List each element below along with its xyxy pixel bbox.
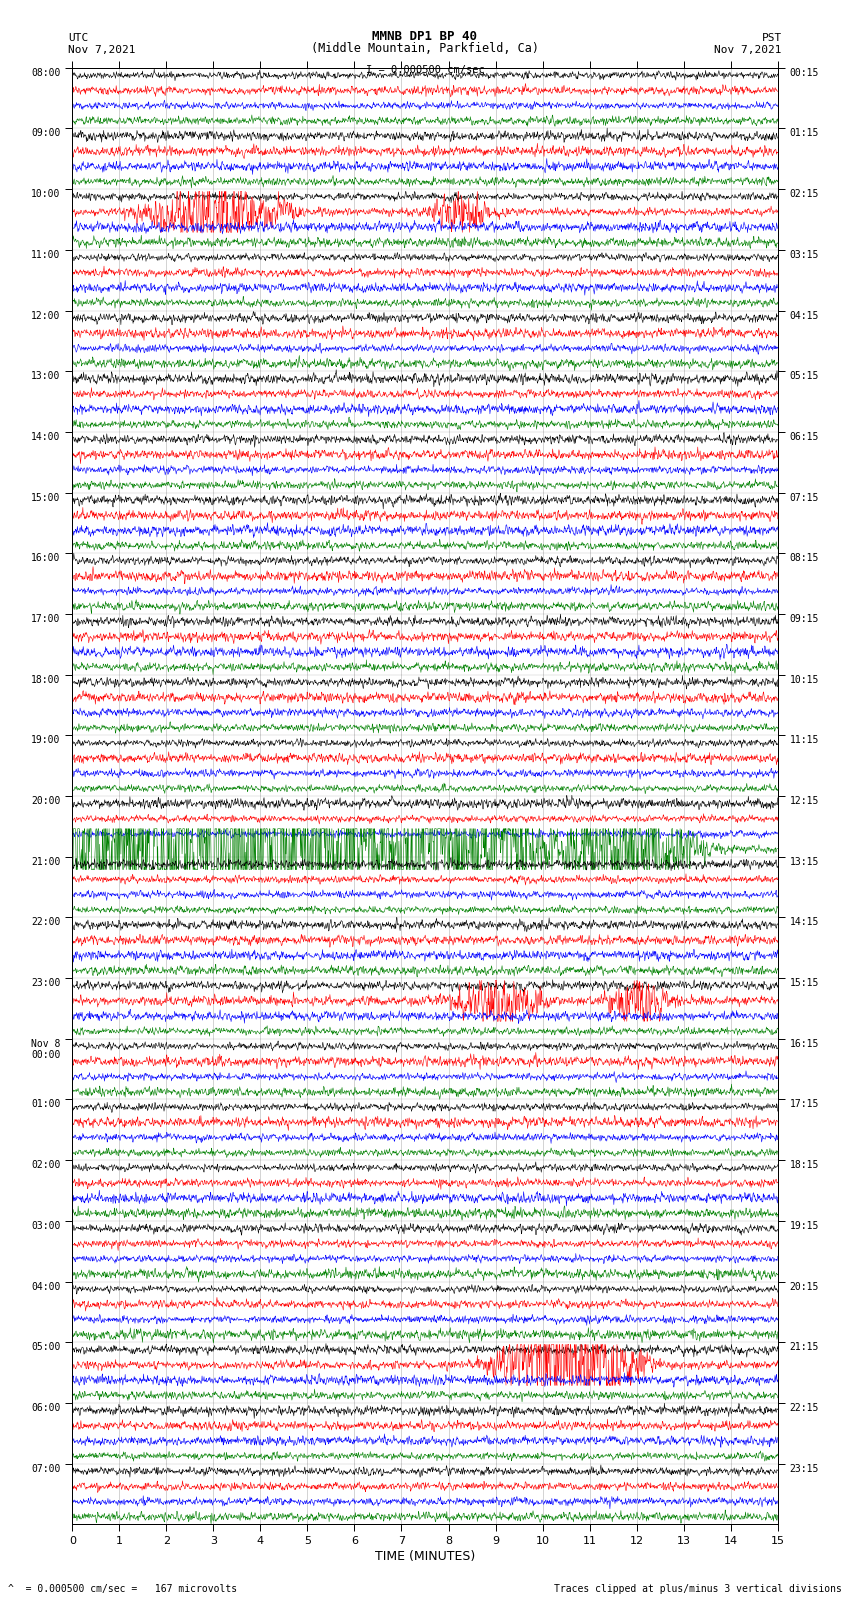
Text: Nov 7,2021: Nov 7,2021 [68, 45, 135, 55]
X-axis label: TIME (MINUTES): TIME (MINUTES) [375, 1550, 475, 1563]
Text: UTC: UTC [68, 32, 88, 44]
Text: MMNB DP1 BP 40: MMNB DP1 BP 40 [372, 29, 478, 44]
Text: (Middle Mountain, Parkfield, Ca): (Middle Mountain, Parkfield, Ca) [311, 42, 539, 55]
Text: Traces clipped at plus/minus 3 vertical divisions: Traces clipped at plus/minus 3 vertical … [553, 1584, 842, 1594]
Text: PST: PST [762, 32, 782, 44]
Text: ^  = 0.000500 cm/sec =   167 microvolts: ^ = 0.000500 cm/sec = 167 microvolts [8, 1584, 238, 1594]
Text: I = 0.000500 cm/sec: I = 0.000500 cm/sec [366, 65, 484, 74]
Text: Nov 7,2021: Nov 7,2021 [715, 45, 782, 55]
